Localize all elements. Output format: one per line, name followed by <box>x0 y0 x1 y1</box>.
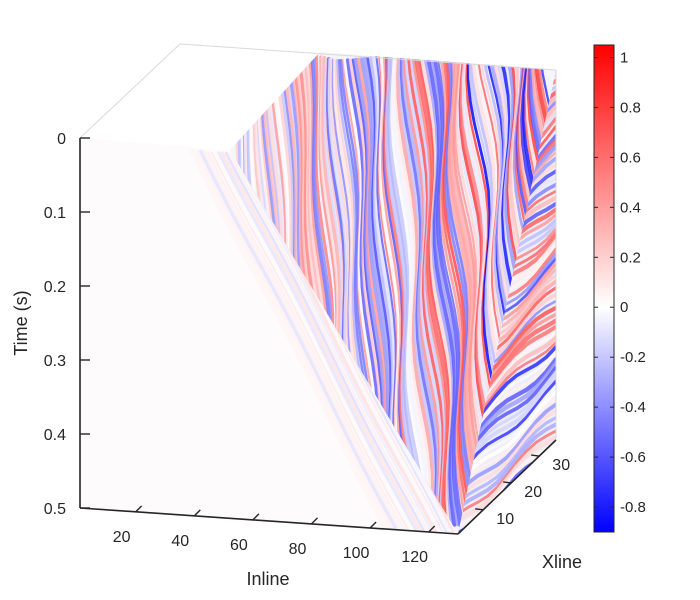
inline-tick-label: 20 <box>113 529 131 546</box>
seismic-reflector <box>458 389 556 488</box>
colorbar-bar <box>593 44 615 533</box>
seismic-reflector <box>653 152 700 533</box>
seismic-reflector <box>458 435 556 523</box>
seismic-volume <box>80 0 700 537</box>
seismic-reflector <box>458 396 556 492</box>
cube-back-upper-edge <box>179 43 557 71</box>
seismic-reflector <box>631 150 700 536</box>
colorbar-tick-label: 0.4 <box>620 199 641 216</box>
time-tick-label: 0.4 <box>44 427 66 444</box>
inline-tick-mark <box>428 525 436 533</box>
time-tick-label: 0.3 <box>44 353 66 370</box>
seismic-reflector <box>191 148 394 534</box>
seismic-reflector <box>635 150 700 535</box>
seismic-reflector <box>228 151 429 533</box>
time-tick-label: 0 <box>57 131 66 148</box>
inline-axis: 20 40 60 80 100 120 Inline <box>79 505 459 589</box>
seismic-reflector <box>199 149 401 534</box>
inline-axis-ticks: 20 40 60 80 100 120 <box>113 505 436 566</box>
xline-tick-label: 20 <box>524 484 542 501</box>
seismic-reflector <box>202 150 405 534</box>
cube-back-top-edge <box>79 43 181 139</box>
seismic-reflector <box>232 151 433 533</box>
xline-axis-label: Xline <box>542 552 582 572</box>
xline-tick-label: 10 <box>496 511 514 528</box>
time-axis-ticks: 0 0.1 0.2 0.3 0.4 0.5 <box>44 131 90 518</box>
seismic-reflector <box>458 0 556 60</box>
seismic-reflector <box>646 152 700 534</box>
seismic-reflector <box>649 152 700 533</box>
colorbar-tick-label: 0.2 <box>620 249 641 266</box>
xline-tick-mark <box>475 508 484 511</box>
time-axis-label: Time (s) <box>11 290 31 355</box>
inline-tick-label: 40 <box>171 533 189 550</box>
seismic-reflector <box>214 151 415 534</box>
seismic-reflector <box>458 441 556 529</box>
colorbar-tick-label: -0.6 <box>620 449 646 466</box>
xline-tick-label: 30 <box>552 457 570 474</box>
xline-axis: 10 20 30 Xline <box>457 439 582 572</box>
seismic-reflector <box>602 147 700 537</box>
colorbar-ticks: 1 0.8 0.6 0.4 0.2 0 -0.2 -0.4 -0.6 -0.8 <box>594 49 646 516</box>
inline-tick-label: 60 <box>230 537 248 554</box>
seismic-reflector <box>458 402 556 496</box>
seismic-reflector <box>537 152 700 531</box>
seismic-reflector <box>431 52 463 528</box>
xline-axis-ticks: 10 20 30 <box>475 454 570 528</box>
time-tick-label: 0.5 <box>44 501 66 518</box>
inline-tick-mark <box>193 509 201 517</box>
colorbar-tick-label: 1 <box>620 49 628 66</box>
seismic-reflector <box>458 384 556 484</box>
seismic-reflector <box>188 148 390 534</box>
inline-tick-mark <box>369 521 377 529</box>
colorbar-tick-label: -0.4 <box>620 399 646 416</box>
colorbar-tick-label: 0.6 <box>620 149 641 166</box>
inline-tick-mark <box>310 517 318 525</box>
seismic-reflector <box>391 52 430 523</box>
seismic-reflector <box>425 52 457 527</box>
seismic-reflector <box>458 70 556 75</box>
seismic-reflector <box>450 53 490 530</box>
inline-tick-mark <box>135 505 143 513</box>
colorbar: 1 0.8 0.6 0.4 0.2 0 -0.2 -0.4 -0.6 -0.8 <box>593 44 646 533</box>
seismic-reflector <box>458 422 556 511</box>
seismic-reflector <box>384 52 423 524</box>
seismic-reflector <box>195 149 397 534</box>
seismic-reflector <box>220 151 423 534</box>
seismic-reflector <box>406 52 445 524</box>
colorbar-tick-label: -0.2 <box>620 349 646 366</box>
seismic-reflector <box>224 151 426 533</box>
inline-axis-line <box>79 507 459 535</box>
seismic-reflector <box>656 153 700 533</box>
inline-tick-label: 80 <box>289 541 307 558</box>
seismic-reflector <box>458 0 556 67</box>
cube-edges <box>79 43 557 440</box>
seismic-reflector <box>206 150 408 534</box>
time-axis: 0 0.1 0.2 0.3 0.4 0.5 Time (s) <box>11 131 90 518</box>
inline-tick-label: 100 <box>343 545 370 562</box>
seismic-reflector <box>217 151 419 534</box>
seismic-reflector <box>638 151 700 535</box>
time-tick-label: 0.1 <box>44 205 66 222</box>
seismic-reflector <box>388 52 427 523</box>
colorbar-tick-label: 0.8 <box>620 99 641 116</box>
seismic-reflector <box>458 429 556 516</box>
seismic-reflector <box>210 151 411 534</box>
time-tick-label: 0.2 <box>44 279 66 296</box>
colorbar-tick-label: 0 <box>620 299 628 316</box>
xline-tick-mark <box>531 454 540 457</box>
xline-tick-mark <box>503 481 512 484</box>
inline-axis-label: Inline <box>246 569 289 589</box>
inline-tick-mark <box>252 513 260 521</box>
xline-axis-line <box>457 439 557 535</box>
inline-tick-label: 120 <box>401 549 428 566</box>
seismic-reflector <box>458 416 556 505</box>
seismic-reflector <box>534 153 700 531</box>
seismic-reflector <box>458 409 556 501</box>
seismic-reflector <box>404 52 444 524</box>
seismic-reflector <box>642 151 700 534</box>
colorbar-tick-label: -0.8 <box>620 499 646 516</box>
seismic-reflector <box>458 379 556 480</box>
